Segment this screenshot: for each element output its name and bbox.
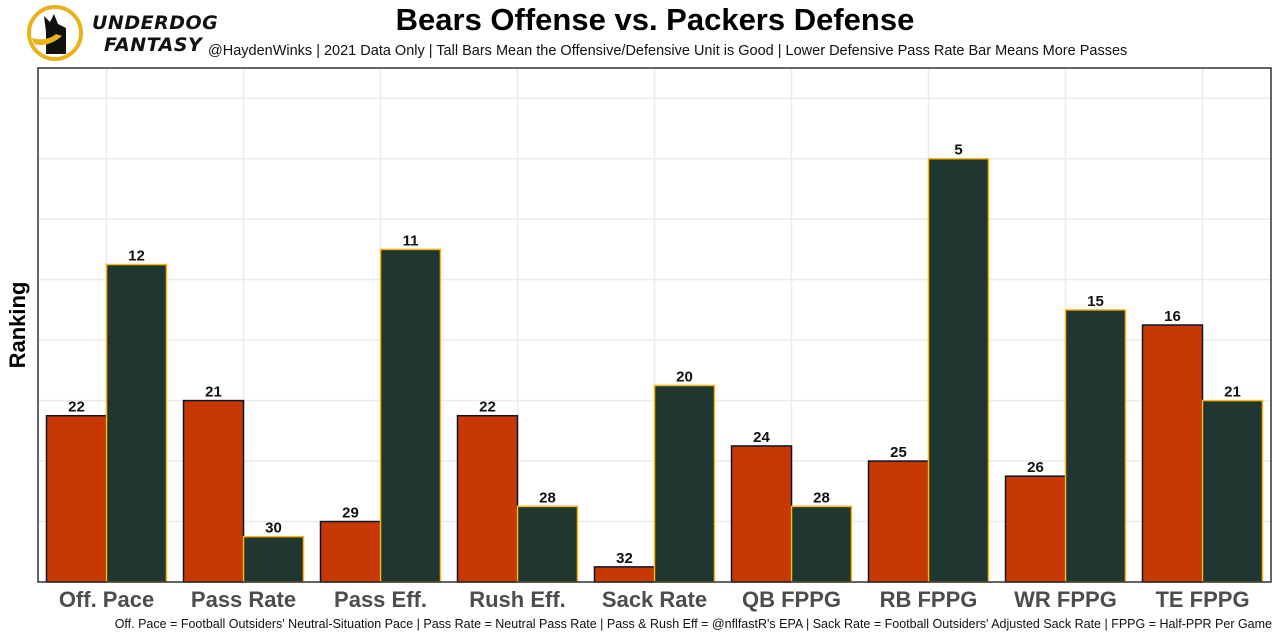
- data-label: 11: [403, 232, 419, 249]
- bar-offense: [1004, 475, 1067, 583]
- chart-subtitle: @HaydenWinks | 2021 Data Only | Tall Bar…: [208, 43, 1128, 59]
- x-tick-label: Rush Eff.: [469, 587, 566, 612]
- bar-offense: [319, 520, 382, 583]
- bars: [45, 157, 1264, 583]
- bar-defense: [1064, 309, 1127, 583]
- bar-defense: [927, 157, 990, 583]
- bar-offense: [182, 399, 245, 583]
- data-label: 26: [1027, 459, 1044, 476]
- bar-defense: [1201, 399, 1264, 583]
- x-tick-label: Off. Pace: [59, 587, 154, 612]
- brand-wordmark: UNDERDOG FANTASY: [92, 12, 218, 56]
- x-tick-label: Pass Rate: [191, 587, 296, 612]
- data-label: 28: [813, 489, 830, 506]
- data-label: 32: [616, 550, 633, 567]
- data-label: 21: [1224, 384, 1241, 401]
- bar-defense: [516, 505, 579, 583]
- bar-offense: [730, 445, 793, 583]
- x-tick-label: QB FPPG: [742, 587, 841, 612]
- plot-frame: [37, 67, 1272, 583]
- bar-offense: [593, 566, 656, 583]
- data-label: 16: [1164, 308, 1181, 325]
- x-tick-label: RB FPPG: [880, 587, 978, 612]
- data-label: 12: [128, 248, 145, 265]
- x-tick-label: Pass Eff.: [334, 587, 427, 612]
- data-label: 28: [539, 489, 556, 506]
- x-tick-label: Sack Rate: [602, 587, 707, 612]
- bar-defense: [105, 263, 168, 583]
- bar-offense: [1141, 324, 1204, 583]
- x-tick-labels: Off. Pace Pass Rate Pass Eff. Rush Eff. Sack…: [59, 587, 1250, 612]
- data-label: 30: [265, 520, 282, 537]
- data-label: 15: [1087, 293, 1104, 310]
- bar-offense: [867, 460, 930, 583]
- brand-line1: UNDERDOG: [92, 12, 219, 34]
- bar-defense: [790, 505, 853, 583]
- x-tick-label: WR FPPG: [1014, 587, 1117, 612]
- x-tick-label: TE FPPG: [1155, 587, 1249, 612]
- data-label: 22: [479, 399, 496, 416]
- data-label: 25: [890, 444, 907, 461]
- bar-offense: [456, 414, 519, 583]
- chart-caption: Off. Pace = Football Outsiders' Neutral-…: [114, 617, 1272, 631]
- bar-offense: [45, 414, 108, 583]
- y-axis-label: Ranking: [5, 282, 30, 369]
- data-label: 21: [205, 384, 222, 401]
- data-label: 24: [753, 429, 770, 446]
- brand-line2: FANTASY: [104, 34, 203, 56]
- underdog-dog-logo-icon: [27, 5, 83, 61]
- bar-defense: [379, 248, 442, 583]
- chart-title: Bears Offense vs. Packers Defense: [395, 2, 915, 37]
- data-label: 20: [676, 368, 693, 385]
- data-label: 22: [68, 399, 85, 416]
- data-label: 29: [342, 505, 359, 522]
- data-label: 5: [954, 142, 962, 159]
- bar-defense: [653, 384, 716, 583]
- bar-defense: [242, 535, 305, 583]
- data-labels: 22 12 21 30 29 11 22 28 32 20 24 28 25 5 26 15 16 21: [68, 142, 1241, 567]
